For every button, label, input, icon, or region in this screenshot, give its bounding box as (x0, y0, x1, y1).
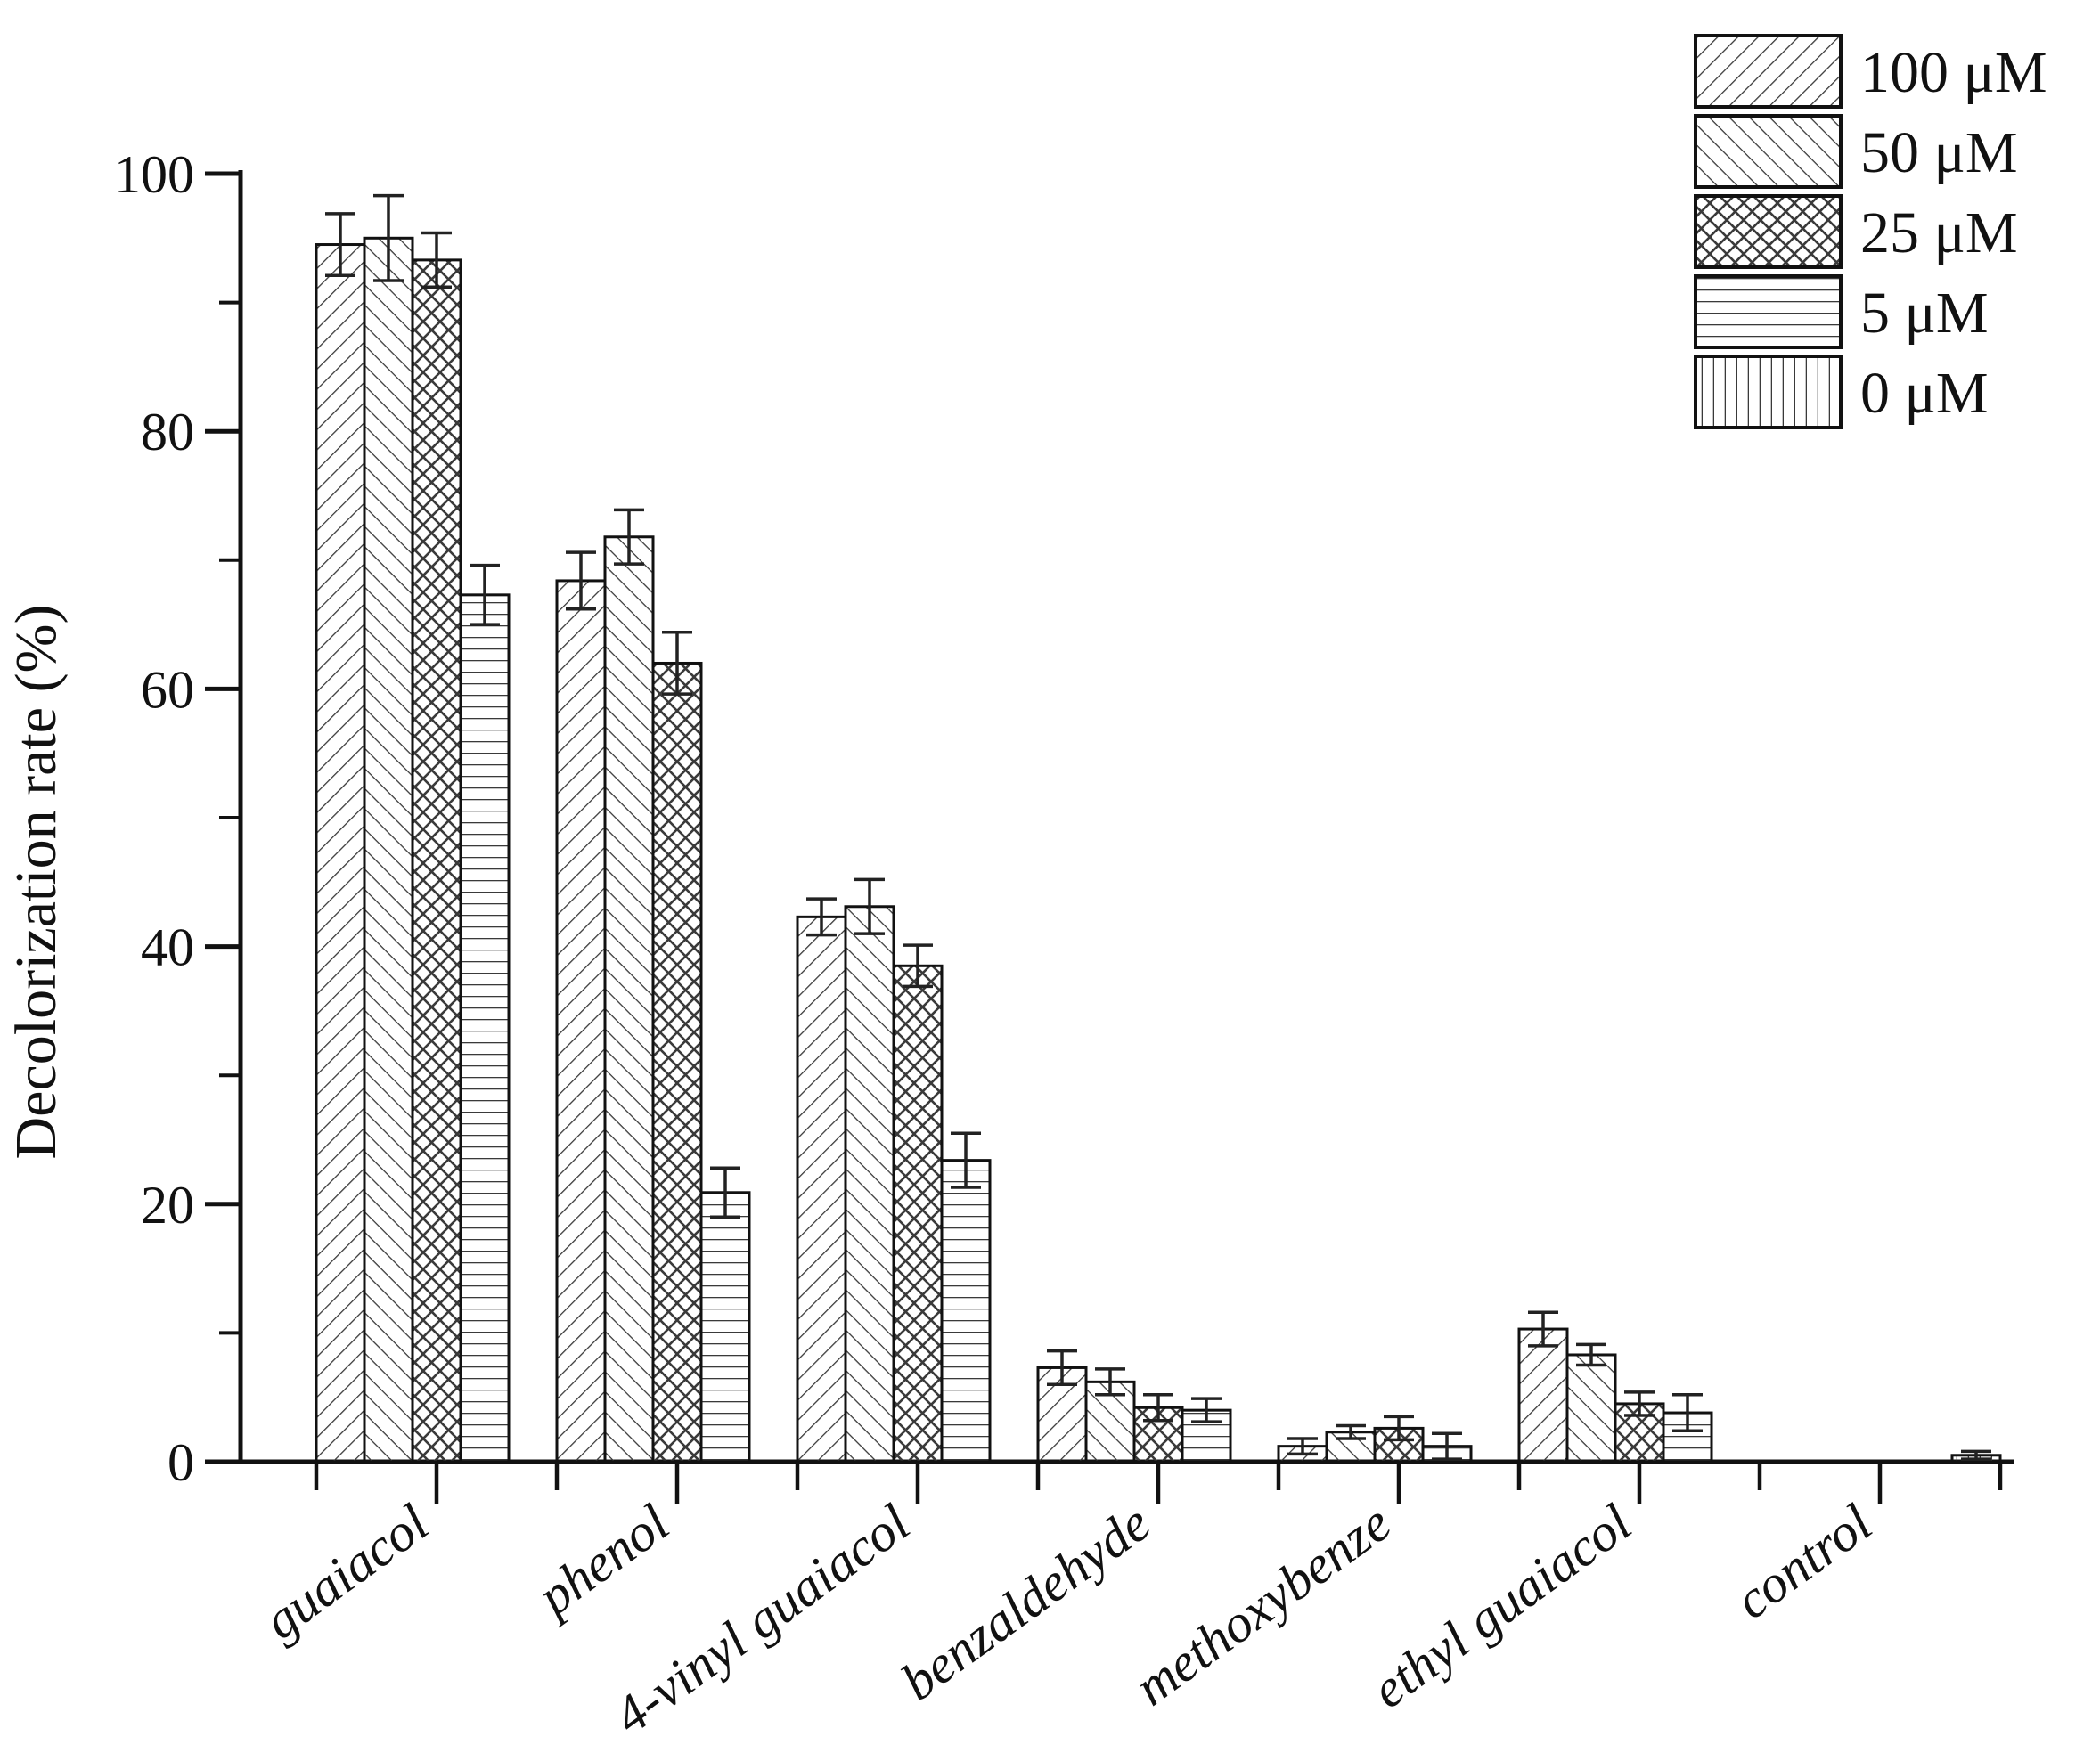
y-tick-label: 60 (141, 660, 194, 719)
bar-5μM-4-vinyl-guaiacol (940, 1159, 992, 1464)
y-tick-label: 0 (168, 1433, 194, 1492)
legend-swatch-crosshatch (1694, 194, 1843, 269)
category-label: control (1724, 1493, 1882, 1630)
bar-25μM-4-vinyl-guaiacol (892, 964, 944, 1464)
bar-5μM-guaiacol (459, 593, 511, 1464)
bar-25μM-phenol (651, 661, 703, 1464)
category-label: ethyl guaiacol (1361, 1493, 1642, 1719)
legend-label: 50 μM (1860, 120, 2018, 185)
legend-swatch-horizontal-lines (1694, 274, 1843, 349)
bar-100μM-phenol (555, 579, 607, 1464)
legend-label: 100 μM (1860, 40, 2047, 105)
y-tick-label: 100 (114, 145, 194, 204)
y-tick-label: 20 (141, 1176, 194, 1235)
bar-25μM-ethyl-guaiacol (1614, 1402, 1665, 1464)
bar-50μM-4-vinyl-guaiacol (844, 905, 895, 1464)
legend-swatch-vertical-lines (1694, 355, 1843, 429)
bar-5μM-phenol (699, 1191, 751, 1464)
category-label: benzaldehyde (891, 1493, 1161, 1711)
legend-label: 25 μM (1860, 200, 2018, 265)
bar-100μM-ethyl-guaiacol (1517, 1327, 1569, 1464)
bar-50μM-ethyl-guaiacol (1565, 1353, 1617, 1464)
category-label: guaiacol (253, 1493, 439, 1651)
category-label: methoxybenze (1124, 1493, 1401, 1716)
legend-swatch-diagonal-backward (1694, 114, 1843, 189)
category-label: phenol (524, 1493, 679, 1628)
bar-100μM-guaiacol (315, 243, 366, 1464)
bar-100μM-4-vinyl-guaiacol (796, 915, 847, 1464)
y-axis-title: Decolorization rate (%) (4, 604, 69, 1159)
bar-25μM-guaiacol (411, 258, 462, 1464)
legend-label: 5 μM (1860, 281, 1989, 346)
legend-swatch-diagonal-forward (1694, 34, 1843, 109)
y-tick-label: 40 (141, 918, 194, 977)
bar-50μM-phenol (603, 535, 655, 1464)
y-tick-label: 80 (141, 403, 194, 461)
legend-label: 0 μM (1860, 361, 1989, 426)
bar-50μM-guaiacol (363, 236, 414, 1464)
